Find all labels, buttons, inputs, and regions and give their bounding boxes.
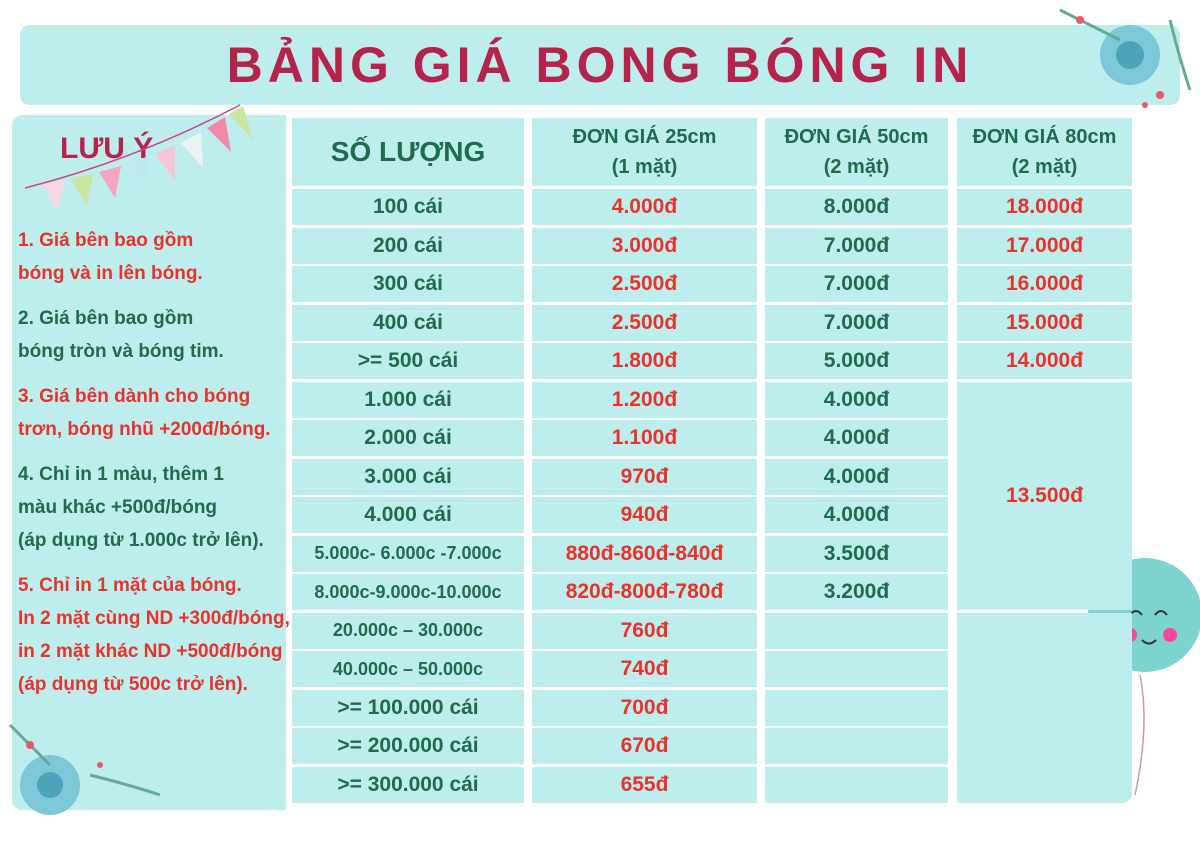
price-cell xyxy=(765,728,948,764)
price-cell xyxy=(765,766,948,803)
note-line: bóng tròn và bóng tim. xyxy=(18,341,224,362)
note-line: 2. Giá bên bao gồm xyxy=(18,308,194,329)
price-cell: 1.100đ xyxy=(532,420,757,456)
price-cell: 2.500đ xyxy=(532,304,757,341)
price-cell xyxy=(765,651,948,687)
price-cell: 7.000đ xyxy=(765,304,948,341)
title: BẢNG GIÁ BONG BÓNG IN xyxy=(20,25,1180,105)
quantity-cell: >= 200.000 cái xyxy=(292,728,524,764)
quantity-cell: >= 300.000 cái xyxy=(292,766,524,803)
note-line: 5. Chỉ in 1 mặt của bóng. xyxy=(18,575,242,596)
price-cell: 760đ xyxy=(532,612,757,649)
header-line: (1 mặt) xyxy=(611,156,678,178)
price-cell: 7.000đ xyxy=(765,266,948,302)
price-cell: 820đ-800đ-780đ xyxy=(532,574,757,610)
note-line: 1. Giá bên bao gồm xyxy=(18,230,194,251)
note-line: In 2 mặt cùng ND +300đ/bóng, xyxy=(18,608,290,629)
quantity-cell: 4.000 cái xyxy=(292,497,524,533)
price-cell: 940đ xyxy=(532,497,757,533)
notes-panel xyxy=(12,115,286,810)
note-line: (áp dụng từ 1.000c trở lên). xyxy=(18,530,264,551)
price-cell xyxy=(765,612,948,649)
price-cell: 4.000đ xyxy=(765,458,948,495)
empty-cell xyxy=(957,612,1132,803)
price-cell: 970đ xyxy=(532,458,757,495)
price-cell: 880đ-860đ-840đ xyxy=(532,535,757,572)
quantity-cell: 1.000 cái xyxy=(292,381,524,418)
price-cell: 670đ xyxy=(532,728,757,764)
price-cell: 1.800đ xyxy=(532,343,757,379)
note-line: in 2 mặt khác ND +500đ/bóng xyxy=(18,641,283,662)
note-line: trơn, bóng nhũ +200đ/bóng. xyxy=(18,419,271,440)
column-header: ĐƠN GIÁ 80cm (2 mặt) xyxy=(957,118,1132,186)
price-cell: 7.000đ xyxy=(765,227,948,264)
price-cell: 17.000đ xyxy=(957,227,1132,264)
header-line: ĐƠN GIÁ 50cm xyxy=(784,126,929,148)
price-cell: 14.000đ xyxy=(957,343,1132,379)
price-cell: 2.500đ xyxy=(532,266,757,302)
note-line: 4. Chỉ in 1 màu, thêm 1 xyxy=(18,464,224,485)
quantity-cell: 100 cái xyxy=(292,189,524,225)
quantity-cell: 200 cái xyxy=(292,227,524,264)
price-cell: 4.000đ xyxy=(765,420,948,456)
price-cell: 3.000đ xyxy=(532,227,757,264)
note-line: màu khác +500đ/bóng xyxy=(18,497,218,518)
note-line: 3. Giá bên dành cho bóng xyxy=(18,386,251,407)
header-line: ĐƠN GIÁ 80cm xyxy=(972,126,1117,148)
price-cell xyxy=(765,689,948,726)
column-header: SỐ LƯỢNG xyxy=(292,118,524,186)
notes-heading: LƯU Ý xyxy=(60,132,154,165)
quantity-cell: 5.000c- 6.000c -7.000c xyxy=(292,535,524,572)
price-cell: 5.000đ xyxy=(765,343,948,379)
header-line: SỐ LƯỢNG xyxy=(330,136,486,167)
price-cell: 655đ xyxy=(532,766,757,803)
column-header: ĐƠN GIÁ 50cm (2 mặt) xyxy=(765,118,948,186)
price-cell: 8.000đ xyxy=(765,189,948,225)
quantity-cell: 3.000 cái xyxy=(292,458,524,495)
price-cell: 4.000đ xyxy=(765,381,948,418)
header-line: (2 mặt) xyxy=(1011,156,1078,178)
price-cell: 1.200đ xyxy=(532,381,757,418)
price-cell: 18.000đ xyxy=(957,189,1132,225)
quantity-cell: 20.000c – 30.000c xyxy=(292,612,524,649)
flower-bottom xyxy=(8,723,161,815)
quantity-cell: >= 500 cái xyxy=(292,343,524,379)
quantity-cell: 40.000c – 50.000c xyxy=(292,651,524,687)
price-cell: 16.000đ xyxy=(957,266,1132,302)
price-cell: 3.500đ xyxy=(765,535,948,572)
flower-top xyxy=(1059,8,1192,108)
header-line: (2 mặt) xyxy=(823,156,890,178)
price-cell: 4.000đ xyxy=(765,497,948,533)
price-cell: 740đ xyxy=(532,651,757,687)
quantity-cell: 2.000 cái xyxy=(292,420,524,456)
header-line: ĐƠN GIÁ 25cm xyxy=(572,126,717,148)
quantity-cell: 400 cái xyxy=(292,304,524,341)
note-line: (áp dụng từ 500c trở lên). xyxy=(18,674,248,695)
price-cell: 15.000đ xyxy=(957,304,1132,341)
price-cell: 700đ xyxy=(532,689,757,726)
price-cell: 13.500đ xyxy=(957,381,1132,610)
bunting xyxy=(25,104,253,212)
price-cell: 4.000đ xyxy=(532,189,757,225)
price-cell: 3.200đ xyxy=(765,574,948,610)
column-header: ĐƠN GIÁ 25cm (1 mặt) xyxy=(532,118,757,186)
quantity-cell: >= 100.000 cái xyxy=(292,689,524,726)
quantity-cell: 300 cái xyxy=(292,266,524,302)
note-line: bóng và in lên bóng. xyxy=(18,263,203,284)
quantity-cell: 8.000c-9.000c-10.000c xyxy=(292,574,524,610)
